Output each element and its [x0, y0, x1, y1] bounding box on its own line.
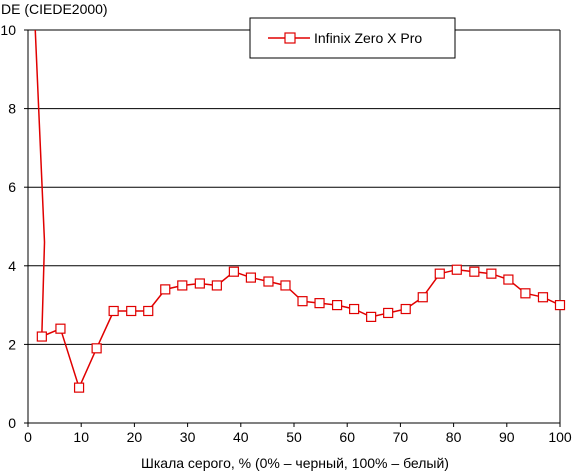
axes — [24, 29, 561, 427]
y-tick-label: 6 — [8, 179, 16, 195]
x-tick-label: 70 — [393, 429, 409, 445]
x-tick-label: 60 — [339, 429, 355, 445]
data-point — [554, 300, 566, 311]
data-point — [349, 303, 360, 315]
data-point — [228, 266, 239, 277]
x-tick-label: 50 — [286, 429, 302, 445]
x-tick-label: 20 — [127, 429, 143, 445]
data-point — [194, 278, 205, 289]
data-point — [91, 343, 102, 354]
legend-label: Infinix Zero X Pro — [314, 30, 422, 46]
data-point — [383, 307, 394, 319]
data-point — [451, 264, 462, 275]
x-tick-label: 0 — [24, 429, 32, 445]
y-tick-label: 2 — [8, 336, 16, 352]
y-tick-label: 10 — [0, 22, 16, 38]
x-tick-label: 80 — [446, 429, 462, 445]
data-point — [417, 292, 428, 303]
series-line — [34, 30, 560, 389]
y-tick-label: 8 — [8, 101, 16, 117]
y-axis-label: DE (CIEDE2000) — [1, 1, 108, 17]
y-tick-label: 4 — [8, 258, 16, 274]
data-point — [297, 296, 308, 307]
series-layer — [34, 30, 566, 393]
data-point — [280, 280, 291, 291]
data-point — [366, 311, 377, 322]
x-tick-label: 40 — [233, 429, 249, 445]
x-axis-label: Шкала серого, % (0% – черный, 100% – бел… — [141, 455, 449, 471]
x-tick-label: 10 — [73, 429, 89, 445]
data-point — [331, 300, 343, 311]
x-tick-label: 100 — [548, 429, 572, 445]
data-point — [503, 274, 514, 285]
legend-marker — [284, 32, 296, 44]
data-point — [73, 382, 85, 393]
data-point — [55, 323, 66, 334]
data-point — [537, 292, 549, 303]
legend: Infinix Zero X Pro — [249, 17, 456, 59]
data-point — [36, 331, 47, 342]
data-point — [126, 305, 137, 317]
data-point — [314, 298, 325, 309]
x-tick-label: 90 — [499, 429, 515, 445]
tick-labels: 0 10 20 30 40 50 60 70 80 90 100 0 2 4 6 8 10 — [0, 22, 571, 445]
data-point — [108, 305, 119, 317]
x-tick-label: 30 — [180, 429, 196, 445]
data-point — [143, 305, 154, 317]
data-point — [469, 266, 480, 277]
data-point — [245, 272, 257, 283]
data-point — [263, 276, 274, 287]
y-tick-label: 0 — [8, 415, 16, 431]
gridlines — [28, 29, 560, 345]
data-point — [177, 280, 188, 291]
data-point — [434, 268, 445, 279]
data-point — [211, 280, 222, 291]
data-point — [486, 268, 497, 279]
data-point — [400, 303, 411, 315]
data-point — [160, 284, 171, 295]
data-point — [520, 288, 531, 299]
